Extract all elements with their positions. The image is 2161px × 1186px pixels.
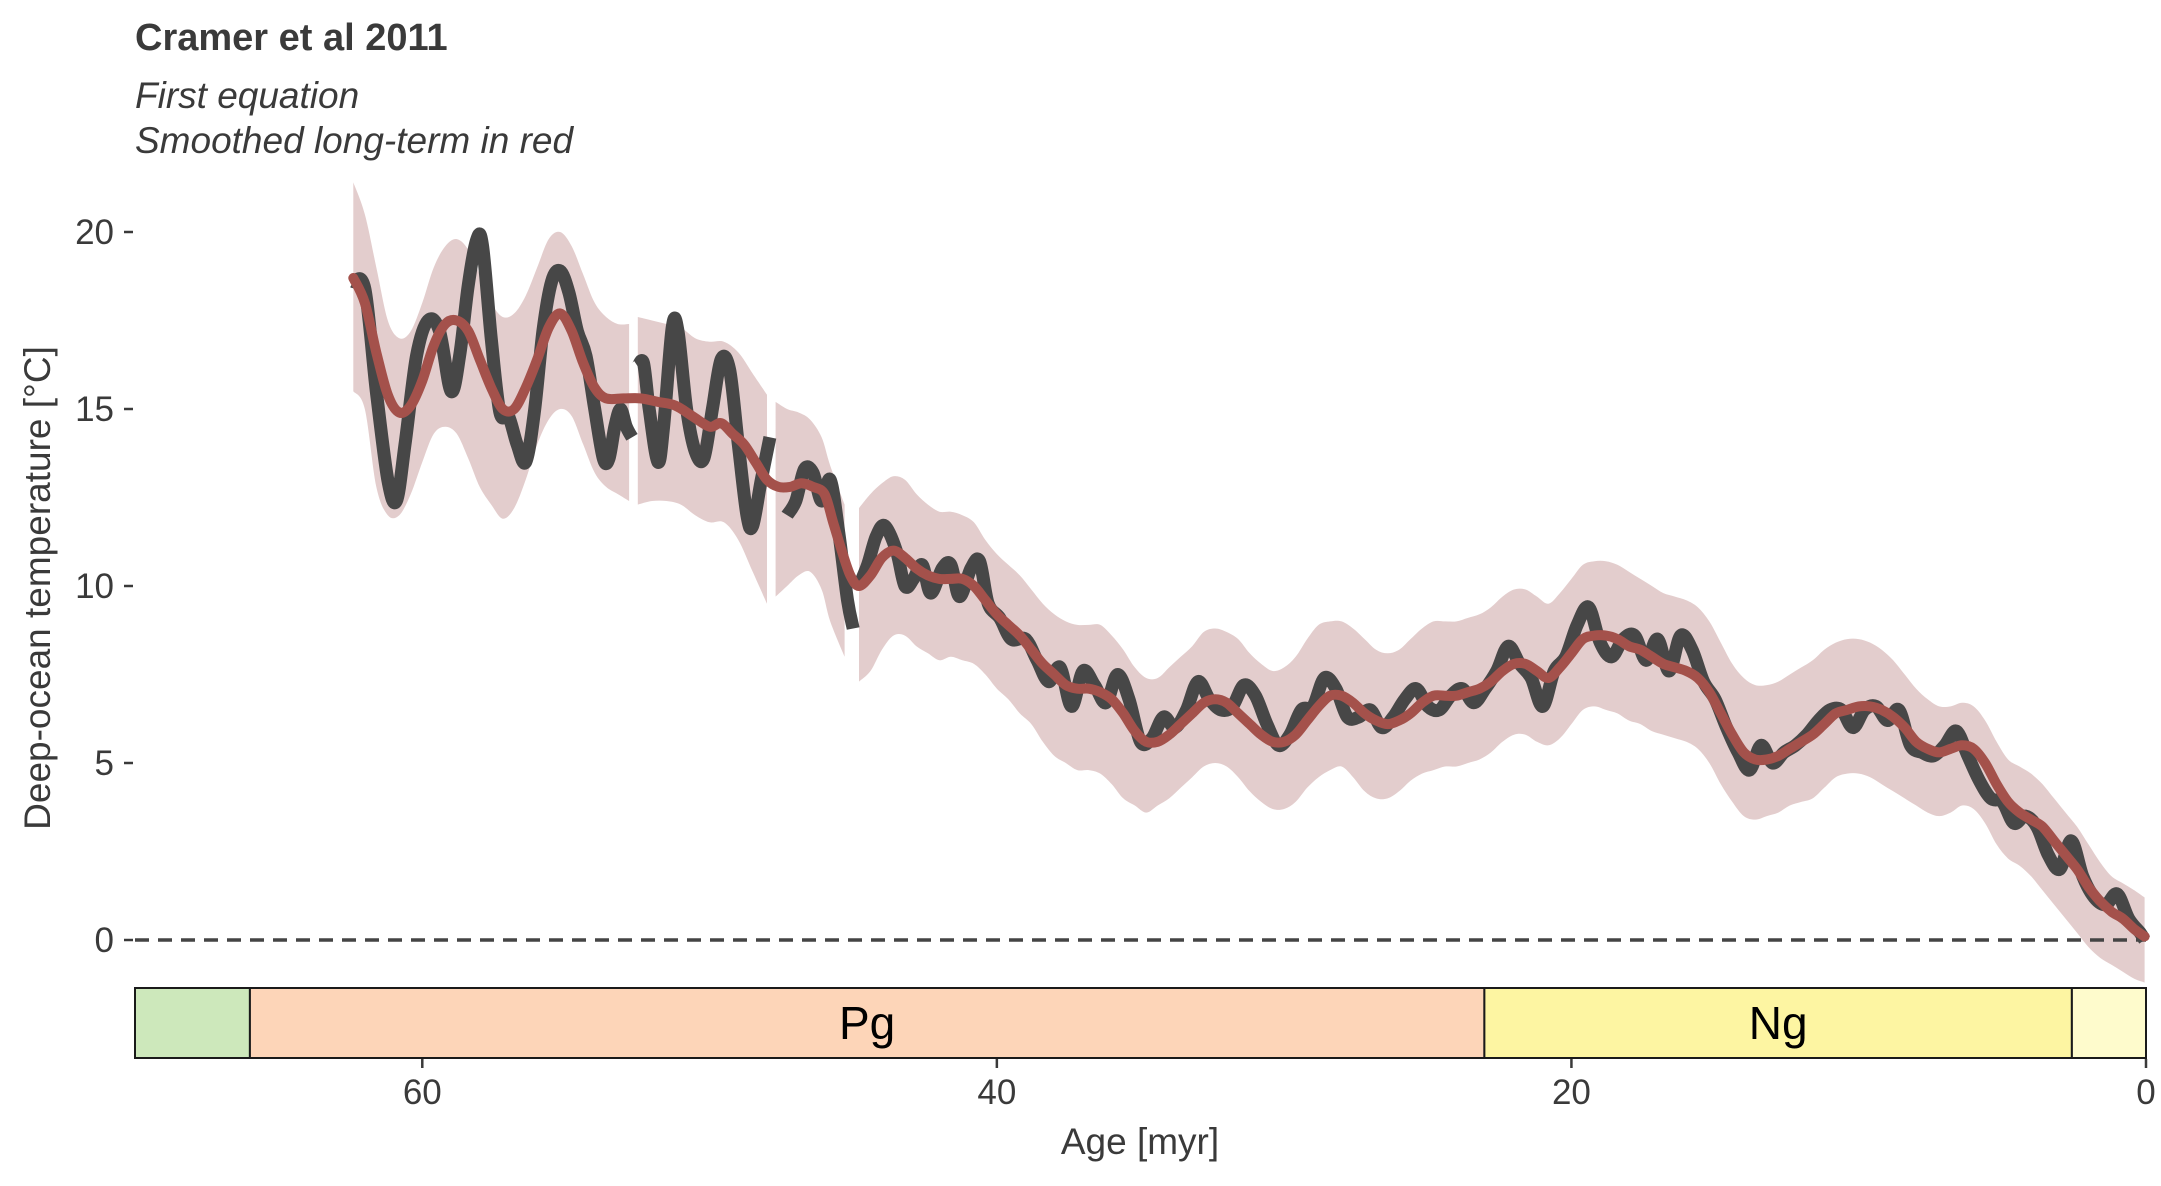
- x-tick-label: 20: [1552, 1073, 1591, 1112]
- raw-temperature-line-segment-1: [350, 227, 638, 510]
- timescale-period-3: [1483, 987, 2073, 1059]
- timescale-bar: Pg Ng: [134, 987, 2148, 1059]
- y-tick-label: 10: [75, 567, 114, 606]
- timescale-period-2: [248, 987, 1486, 1059]
- y-tick-label: 0: [95, 921, 114, 960]
- timescale-period-1: [134, 987, 251, 1059]
- raw-temperature-line-segment-3: [781, 460, 860, 630]
- timescale-period-label: Ng: [1749, 997, 1808, 1049]
- plot-area: [135, 182, 2151, 983]
- smoothed-temperature-line: [348, 273, 2150, 942]
- raw-temperature-line-segment-2: [632, 311, 777, 536]
- timescale-period-label: Pg: [839, 997, 895, 1049]
- uncertainty-ribbon-3: [775, 401, 845, 657]
- x-tick-label: 60: [403, 1073, 442, 1112]
- y-tick-label: 5: [95, 744, 114, 783]
- axes: 0 5 10 15 20 60 40 20 0: [75, 213, 2156, 1112]
- y-axis-title: Deep-ocean temperature [°C]: [17, 346, 58, 830]
- chart-title: Cramer et al 2011: [135, 17, 448, 59]
- x-tick-label: 40: [977, 1073, 1016, 1112]
- y-tick-label: 20: [75, 213, 114, 252]
- chart-subtitle-line-1: First equation: [135, 75, 359, 116]
- timescale-period-4: [2070, 987, 2148, 1059]
- chart-subtitle-line-2: Smoothed long-term in red: [135, 120, 574, 161]
- x-axis-title: Age [myr]: [1061, 1121, 1219, 1162]
- uncertainty-ribbon-4: [859, 476, 2145, 983]
- x-tick-label: 0: [2136, 1073, 2155, 1112]
- y-tick-label: 15: [75, 390, 114, 429]
